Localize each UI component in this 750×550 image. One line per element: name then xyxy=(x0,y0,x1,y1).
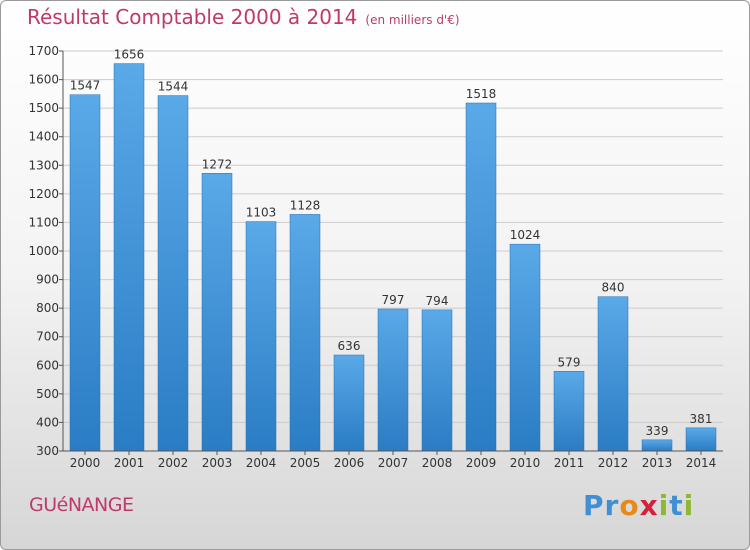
data-label: 1547 xyxy=(70,79,101,93)
data-label: 339 xyxy=(646,424,669,438)
data-label: 840 xyxy=(602,281,625,295)
y-tick-label: 1600 xyxy=(28,73,59,87)
x-tick-label: 2010 xyxy=(510,456,541,470)
y-tick-label: 1300 xyxy=(28,158,59,172)
x-tick-label: 2011 xyxy=(554,456,585,470)
data-label: 1128 xyxy=(290,198,321,212)
y-tick-label: 400 xyxy=(36,415,59,429)
x-tick-label: 2005 xyxy=(290,456,321,470)
bar xyxy=(333,354,365,452)
data-label: 1656 xyxy=(114,48,145,62)
y-tick-label: 1400 xyxy=(28,130,59,144)
x-tick-label: 2014 xyxy=(686,456,717,470)
data-label: 1024 xyxy=(510,228,541,242)
logo-letter: t xyxy=(669,489,684,522)
bar xyxy=(597,296,629,452)
data-label: 797 xyxy=(382,293,405,307)
data-label: 636 xyxy=(338,339,361,353)
bar xyxy=(465,102,497,452)
y-tick-label: 800 xyxy=(36,301,59,315)
x-axis-ticks: 2000 2001 2002 2003 2004 2005 2006 2007 2008 2009… xyxy=(70,451,717,470)
y-tick-label: 1700 xyxy=(28,44,59,58)
x-tick-label: 2009 xyxy=(466,456,497,470)
bar xyxy=(685,427,717,452)
x-tick-label: 2003 xyxy=(202,456,233,470)
bar xyxy=(69,94,101,452)
y-tick-label: 1500 xyxy=(28,101,59,115)
logo-letter: x xyxy=(639,489,659,522)
y-tick-label: 1000 xyxy=(28,244,59,258)
title-main: Résultat Comptable 2000 à 2014 xyxy=(27,5,358,29)
bar xyxy=(201,173,233,452)
bar xyxy=(245,221,277,452)
place-name: GUéNANGE xyxy=(29,494,134,516)
y-tick-label: 1200 xyxy=(28,187,59,201)
logo-letter: P xyxy=(583,489,605,522)
data-label: 381 xyxy=(690,412,713,426)
x-tick-label: 2004 xyxy=(246,456,277,470)
bar xyxy=(509,243,541,452)
bar xyxy=(553,371,585,452)
x-tick-label: 2001 xyxy=(114,456,145,470)
x-tick-label: 2007 xyxy=(378,456,409,470)
bar xyxy=(377,308,409,452)
bar xyxy=(113,63,145,452)
y-tick-label: 700 xyxy=(36,330,59,344)
x-tick-label: 2013 xyxy=(642,456,673,470)
y-axis-ticks: 300 400 500 600 700 800 900 1000 1100 1200 1300 140… xyxy=(28,44,63,458)
y-tick-label: 1100 xyxy=(28,215,59,229)
y-tick-label: 900 xyxy=(36,273,59,287)
bar xyxy=(289,214,321,452)
data-label: 794 xyxy=(426,294,449,308)
title-unit: (en milliers d'€) xyxy=(365,13,460,27)
y-tick-label: 500 xyxy=(36,387,59,401)
x-tick-label: 2008 xyxy=(422,456,453,470)
data-label: 1518 xyxy=(466,87,497,101)
y-tick-label: 300 xyxy=(36,444,59,458)
bar xyxy=(421,309,453,452)
chart-title: Résultat Comptable 2000 à 2014 (en millie… xyxy=(27,5,460,29)
y-tick-label: 600 xyxy=(36,358,59,372)
data-labels: 1547 1656 1544 1272 1103 1128 636 797 794 1518 102… xyxy=(70,48,713,438)
bar xyxy=(157,95,189,452)
proxiti-logo[interactable]: Proxiti xyxy=(583,489,694,522)
bar xyxy=(641,439,673,452)
data-label: 1272 xyxy=(202,157,233,171)
logo-letter: o xyxy=(619,489,640,522)
logo-letter: i xyxy=(658,489,670,522)
x-tick-label: 2006 xyxy=(334,456,365,470)
bars xyxy=(69,63,717,452)
data-label: 579 xyxy=(558,355,581,369)
logo-letter: r xyxy=(604,489,620,522)
data-label: 1103 xyxy=(246,206,277,220)
logo-letter: i xyxy=(683,489,695,522)
x-tick-label: 2002 xyxy=(158,456,189,470)
x-tick-label: 2012 xyxy=(598,456,629,470)
data-label: 1544 xyxy=(158,80,189,94)
x-tick-label: 2000 xyxy=(70,456,101,470)
